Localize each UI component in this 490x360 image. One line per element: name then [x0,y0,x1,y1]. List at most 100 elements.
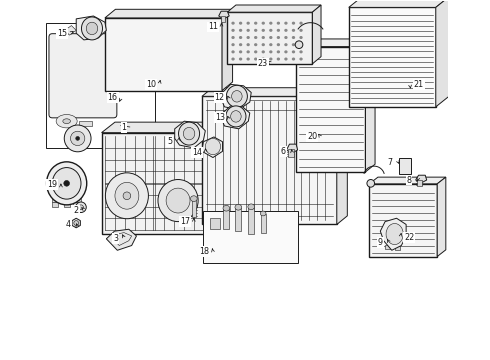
Ellipse shape [158,180,198,222]
Ellipse shape [262,50,265,53]
Polygon shape [296,46,366,172]
Text: 4: 4 [66,220,71,229]
Ellipse shape [81,17,102,40]
Ellipse shape [231,29,235,32]
Ellipse shape [223,205,230,211]
Ellipse shape [299,36,303,39]
FancyBboxPatch shape [49,34,117,118]
Text: 6: 6 [281,147,286,156]
Bar [203,211,298,263]
Ellipse shape [269,58,272,60]
Ellipse shape [239,50,242,53]
Ellipse shape [269,36,272,39]
Ellipse shape [254,29,257,32]
Ellipse shape [246,50,250,53]
Polygon shape [106,229,136,250]
Ellipse shape [205,138,221,155]
Polygon shape [399,158,411,174]
Ellipse shape [52,167,81,199]
Ellipse shape [292,22,295,25]
Polygon shape [437,177,446,257]
Ellipse shape [277,22,280,25]
Ellipse shape [284,50,288,53]
Text: 19: 19 [47,180,57,189]
Polygon shape [349,0,450,8]
Ellipse shape [269,50,272,53]
Ellipse shape [64,180,70,186]
Text: 2: 2 [74,206,79,215]
Bar [46,23,155,148]
Bar [261,215,266,233]
Ellipse shape [269,43,272,46]
Polygon shape [101,122,240,133]
Ellipse shape [226,85,247,107]
Ellipse shape [63,119,71,123]
Ellipse shape [386,224,403,244]
Ellipse shape [260,211,266,216]
Ellipse shape [239,29,242,32]
Ellipse shape [183,127,195,140]
Ellipse shape [284,43,288,46]
Ellipse shape [166,188,190,213]
Bar [192,200,196,217]
Ellipse shape [47,162,87,205]
Text: 3: 3 [113,234,119,243]
Ellipse shape [246,58,250,60]
Ellipse shape [299,43,303,46]
Polygon shape [105,18,222,91]
Ellipse shape [239,22,242,25]
Polygon shape [72,218,80,228]
Ellipse shape [292,50,295,53]
Polygon shape [227,5,321,12]
Ellipse shape [64,125,91,152]
Bar [248,208,254,234]
Bar [64,202,70,207]
Polygon shape [227,122,240,234]
Ellipse shape [239,58,242,60]
Ellipse shape [191,196,197,202]
Polygon shape [202,96,337,225]
Ellipse shape [295,41,303,49]
Ellipse shape [262,36,265,39]
Polygon shape [219,11,229,19]
Polygon shape [52,198,81,202]
Bar [235,208,241,231]
Ellipse shape [262,58,265,60]
Ellipse shape [231,50,235,53]
Text: 12: 12 [215,93,225,102]
Ellipse shape [299,29,303,32]
Ellipse shape [76,202,86,212]
Ellipse shape [269,29,272,32]
Polygon shape [436,0,450,107]
Bar [223,209,229,229]
Text: 10: 10 [146,80,156,89]
Ellipse shape [115,183,139,209]
Bar [385,244,391,249]
Polygon shape [222,84,251,110]
Ellipse shape [239,36,242,39]
Ellipse shape [277,43,280,46]
Ellipse shape [232,91,242,102]
Ellipse shape [292,58,295,60]
Ellipse shape [235,204,242,210]
Ellipse shape [76,136,79,140]
Ellipse shape [226,106,246,127]
Text: 20: 20 [307,132,317,141]
Text: 5: 5 [168,137,172,146]
Polygon shape [369,184,437,257]
Polygon shape [287,144,297,154]
Polygon shape [105,9,233,18]
Polygon shape [369,177,446,184]
Ellipse shape [277,58,280,60]
Bar [79,121,93,126]
Ellipse shape [254,58,257,60]
Ellipse shape [299,58,303,60]
Polygon shape [222,106,250,129]
Ellipse shape [284,22,288,25]
Bar [74,202,79,207]
Ellipse shape [86,22,98,35]
Polygon shape [222,9,233,91]
Polygon shape [101,133,227,234]
Text: 17: 17 [180,217,190,226]
Text: 9: 9 [378,238,383,247]
